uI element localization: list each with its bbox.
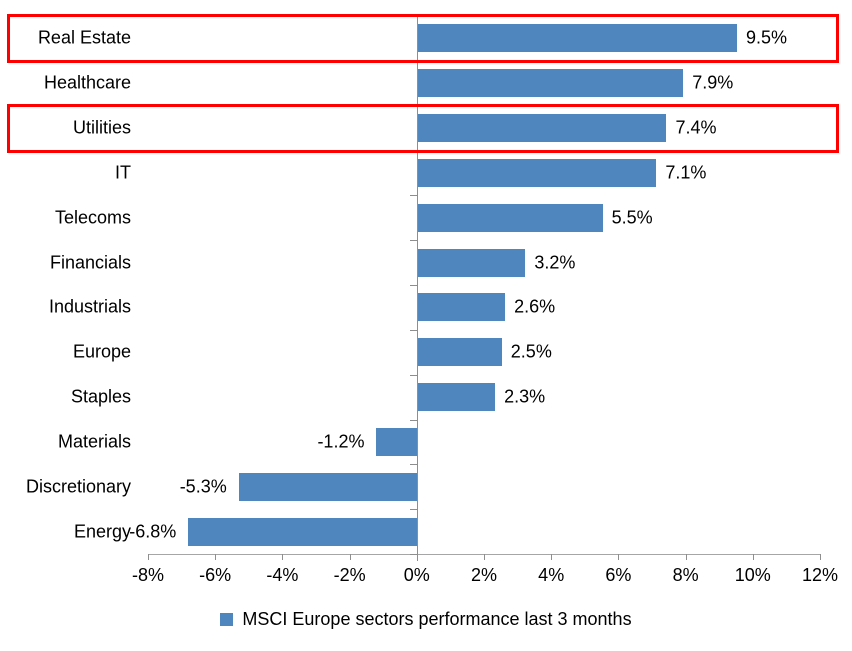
- value-label: -6.8%: [129, 521, 177, 542]
- bar: [376, 427, 417, 456]
- category-axis-tick: [409, 195, 417, 197]
- category-axis-tick: [409, 554, 417, 555]
- x-axis-tick: [618, 554, 620, 560]
- bar: [417, 158, 657, 187]
- category-label: Industrials: [48, 296, 131, 317]
- category-label: Europe: [72, 341, 131, 362]
- category-label: Healthcare: [43, 72, 131, 93]
- value-label: 2.5%: [510, 341, 552, 362]
- bar: [238, 472, 417, 501]
- x-axis-tick: [215, 554, 217, 560]
- x-axis-tick: [282, 554, 284, 560]
- bar: [417, 69, 684, 98]
- value-label: 9.5%: [746, 27, 788, 48]
- category-axis-tick: [409, 374, 417, 376]
- x-axis-tick: [820, 554, 821, 560]
- value-label: 2.3%: [504, 386, 546, 407]
- x-axis-tick: [685, 554, 687, 560]
- x-axis-tick-label: 4%: [538, 565, 565, 585]
- x-axis-tick-label: -4%: [266, 565, 299, 585]
- category-axis-tick: [409, 329, 417, 331]
- bar: [417, 383, 496, 412]
- category-axis-tick: [409, 464, 417, 466]
- value-label: -1.2%: [317, 431, 365, 452]
- legend-label: MSCI Europe sectors performance last 3 m…: [242, 609, 632, 629]
- category-label: Telecoms: [54, 207, 131, 228]
- value-label: 5.5%: [611, 207, 653, 228]
- bar: [417, 338, 502, 367]
- x-axis-tick-label: 8%: [672, 565, 699, 585]
- value-label: 7.4%: [675, 117, 717, 138]
- x-axis-tick-label: 12%: [801, 565, 839, 585]
- bar: [417, 203, 603, 232]
- value-label: 7.9%: [692, 72, 734, 93]
- x-axis-tick: [416, 554, 418, 560]
- category-label: Energy: [73, 521, 131, 542]
- bar: [188, 517, 417, 546]
- value-label: -5.3%: [179, 476, 227, 497]
- x-axis-tick-label: 2%: [470, 565, 498, 585]
- category-label: Financials: [49, 252, 131, 273]
- category-label: Real Estate: [37, 27, 131, 48]
- x-axis-tick-label: -2%: [333, 565, 366, 585]
- x-axis-tick: [551, 554, 553, 560]
- highlight-box-utilities: [7, 103, 839, 153]
- value-label: 7.1%: [665, 162, 707, 183]
- category-label: IT: [115, 162, 131, 183]
- value-label: 2.6%: [514, 296, 556, 317]
- x-axis-tick: [484, 554, 485, 560]
- bar: [417, 114, 667, 143]
- bar: [417, 24, 737, 53]
- legend-marker-icon: [220, 613, 234, 626]
- category-label: Utilities: [72, 117, 131, 138]
- category-label: Materials: [57, 431, 131, 452]
- bar: [417, 293, 506, 322]
- bar: [417, 248, 526, 277]
- x-axis-tick-label: -6%: [199, 565, 232, 585]
- x-axis-tick: [349, 554, 351, 560]
- x-axis-tick: [752, 554, 754, 560]
- category-axis-tick: [409, 509, 417, 511]
- zero-axis-line: [416, 16, 418, 561]
- x-axis-tick-label: 10%: [734, 565, 771, 585]
- category-label: Staples: [70, 386, 131, 407]
- legend: MSCI Europe sectors performance last 3 m…: [0, 609, 852, 630]
- x-axis-tick-label: -8%: [131, 565, 165, 585]
- x-axis-tick: [148, 554, 149, 560]
- value-label: 3.2%: [534, 252, 576, 273]
- category-axis-tick: [409, 285, 417, 286]
- x-axis-tick-label: 0%: [403, 565, 430, 585]
- category-axis-tick: [409, 240, 417, 242]
- x-axis-tick-label: 6%: [605, 565, 632, 585]
- category-label: Discretionary: [25, 476, 131, 497]
- highlight-box-real-estate: [7, 13, 839, 63]
- category-axis-tick: [409, 419, 417, 421]
